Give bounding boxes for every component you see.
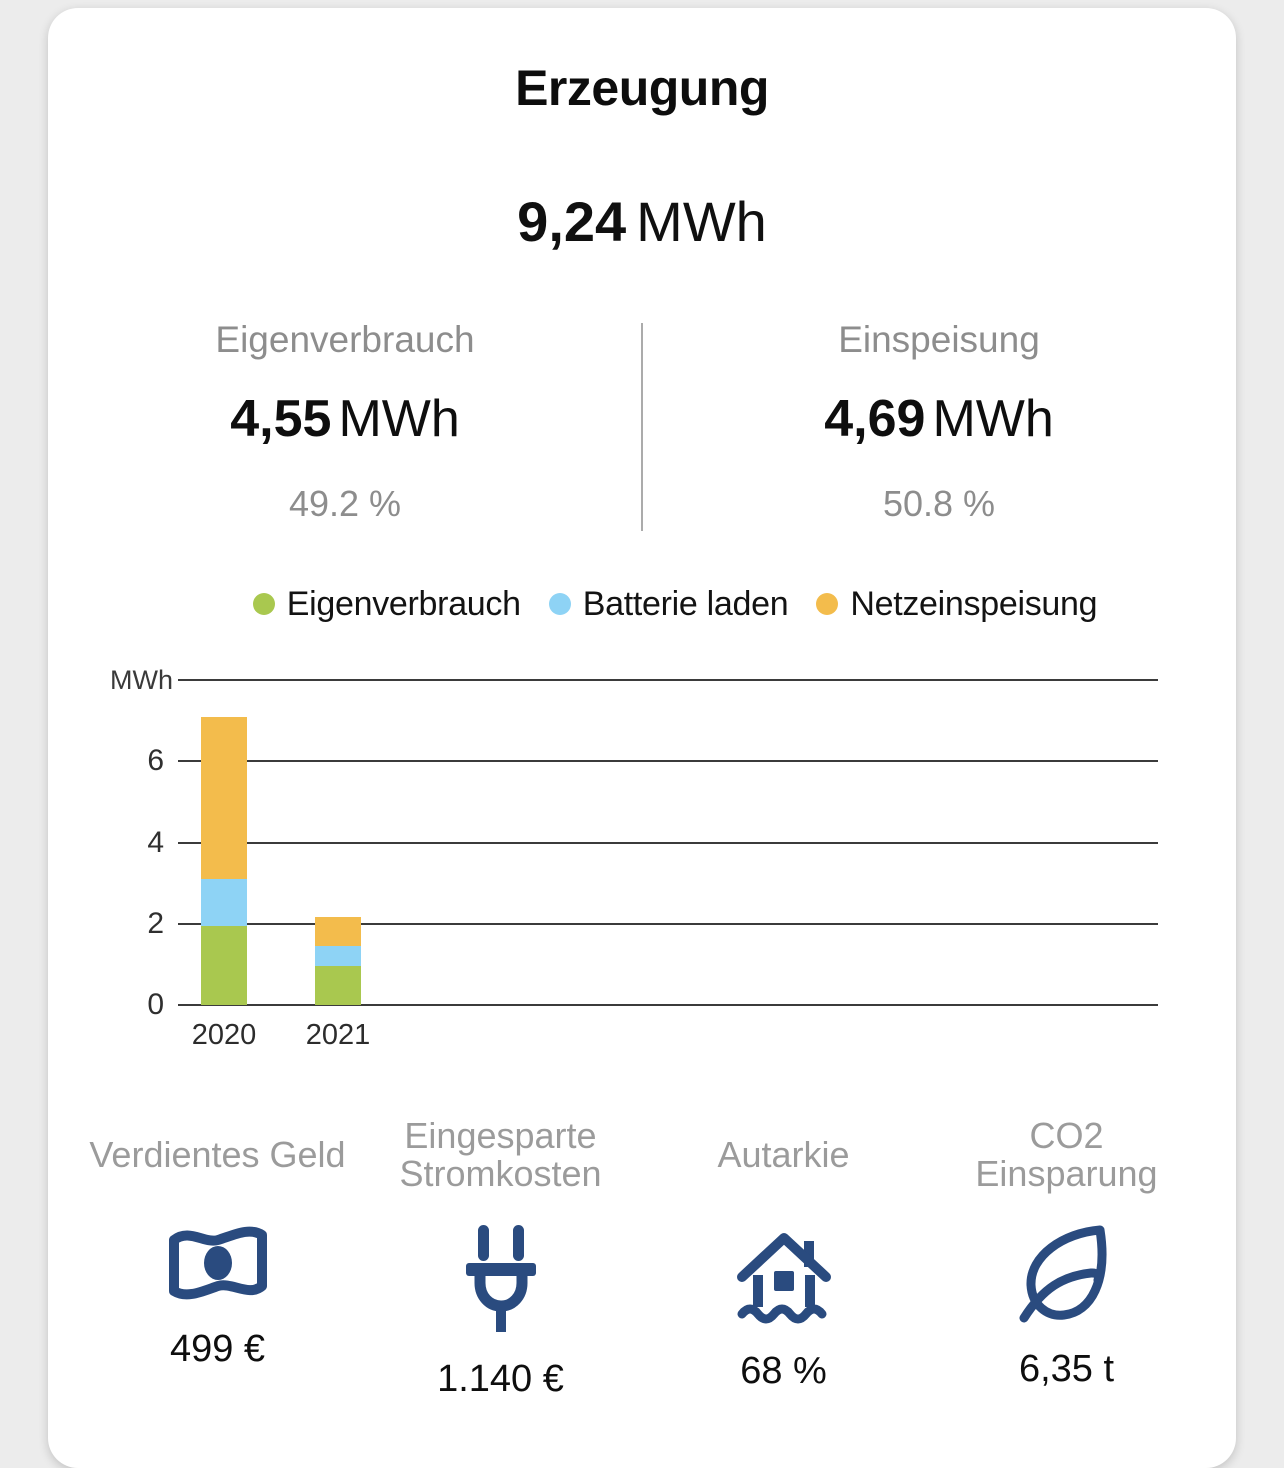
production-bar-chart: MWh 0 2 4 6 2020 2021 bbox=[110, 658, 1158, 1070]
einspeisung-column: Einspeisung 4,69 MWh 50.8 % bbox=[642, 318, 1236, 526]
gridline bbox=[178, 760, 1158, 763]
legend-label: Eigenverbrauch bbox=[286, 585, 521, 623]
legend-item-eigenverbrauch: Eigenverbrauch bbox=[252, 584, 521, 624]
stat-eingesparte-stromkosten: Eingesparte Stromkosten 1.140 € bbox=[359, 1113, 642, 1401]
gridline bbox=[178, 841, 1158, 844]
einspeisung-unit: MWh bbox=[932, 390, 1054, 448]
x-tick-label: 2021 bbox=[305, 1019, 371, 1051]
einspeisung-value: 4,69 MWh bbox=[642, 388, 1236, 450]
stat-verdientes-geld: Verdientes Geld 499 € bbox=[76, 1113, 359, 1401]
einspeisung-number: 4,69 bbox=[824, 390, 926, 448]
legend-item-netzeinspeisung: Netzeinspeisung bbox=[816, 584, 1098, 624]
eigenverbrauch-unit: MWh bbox=[338, 390, 460, 448]
y-tick-label: 0 bbox=[147, 988, 164, 1021]
legend-label: Batterie laden bbox=[582, 585, 789, 623]
stat-value: 6,35 t bbox=[1018, 1348, 1115, 1390]
vertical-divider bbox=[641, 323, 643, 531]
legend-dot-blue bbox=[548, 593, 571, 615]
eigenverbrauch-label: Eigenverbrauch bbox=[215, 319, 475, 360]
eigenverbrauch-value: 4,55 MWh bbox=[48, 388, 642, 450]
legend-item-batterie-laden: Batterie laden bbox=[548, 584, 789, 624]
total-value: 9,24 bbox=[517, 190, 627, 253]
kpi-row: Verdientes Geld 499 € Eingesparte Stromk… bbox=[76, 1113, 1208, 1401]
eigenverbrauch-column: Eigenverbrauch 4,55 MWh 49.2 % bbox=[48, 318, 642, 526]
y-tick-label: 6 bbox=[147, 744, 164, 778]
y-axis-unit-label: MWh bbox=[110, 665, 173, 695]
legend-dot-orange bbox=[816, 593, 839, 615]
x-tick-label: 2020 bbox=[191, 1019, 257, 1051]
chart-legend: Eigenverbrauch Batterie laden Netzeinspe… bbox=[48, 580, 1236, 628]
plug-icon bbox=[459, 1223, 543, 1333]
stat-autarkie: Autarkie 68 % bbox=[642, 1113, 925, 1401]
stat-label: Eingesparte Stromkosten bbox=[399, 1115, 602, 1194]
bar-segment-batterie-laden[interactable] bbox=[315, 946, 361, 966]
erzeugung-card: Erzeugung 9,24 MWh Eigenverbrauch 4,55 MWh… bbox=[48, 8, 1236, 1468]
consumption-feed-split: Eigenverbrauch 4,55 MWh 49.2 % Einspeisun… bbox=[48, 318, 1236, 526]
total-unit: MWh bbox=[636, 190, 767, 253]
stat-value: 499 € bbox=[169, 1328, 266, 1370]
stat-value: 68 % bbox=[740, 1350, 827, 1392]
gridline bbox=[178, 922, 1158, 925]
einspeisung-label: Einspeisung bbox=[838, 319, 1040, 360]
legend-dot-green bbox=[252, 593, 275, 615]
bar-segment-batterie-laden[interactable] bbox=[201, 879, 247, 926]
legend-label: Netzeinspeisung bbox=[850, 585, 1098, 623]
y-tick-label: 4 bbox=[147, 825, 164, 859]
bar-segment-netzeinspeisung[interactable] bbox=[201, 717, 247, 880]
bar-segment-netzeinspeisung[interactable] bbox=[315, 917, 361, 947]
y-tick-label: 2 bbox=[147, 906, 164, 940]
bar-segment-eigenverbrauch[interactable] bbox=[315, 965, 361, 1005]
gridline bbox=[178, 679, 1158, 681]
money-icon bbox=[166, 1223, 270, 1303]
einspeisung-percent: 50.8 % bbox=[882, 483, 996, 524]
bar-segment-eigenverbrauch[interactable] bbox=[201, 925, 247, 1005]
page-title: Erzeugung bbox=[515, 60, 769, 116]
stat-label: CO2 Einsparung bbox=[975, 1115, 1158, 1194]
total-production: 9,24 MWh bbox=[48, 190, 1236, 254]
eigenverbrauch-percent: 49.2 % bbox=[288, 483, 402, 524]
gridline bbox=[178, 1004, 1158, 1006]
stat-label: Autarkie bbox=[717, 1134, 850, 1175]
eigenverbrauch-number: 4,55 bbox=[230, 390, 332, 448]
leaf-icon bbox=[1017, 1223, 1117, 1323]
stat-label: Verdientes Geld bbox=[89, 1134, 346, 1175]
stat-co2-einsparung: CO2 Einsparung 6,35 t bbox=[925, 1113, 1208, 1401]
stat-value: 1.140 € bbox=[437, 1358, 564, 1400]
house-icon bbox=[734, 1223, 834, 1325]
